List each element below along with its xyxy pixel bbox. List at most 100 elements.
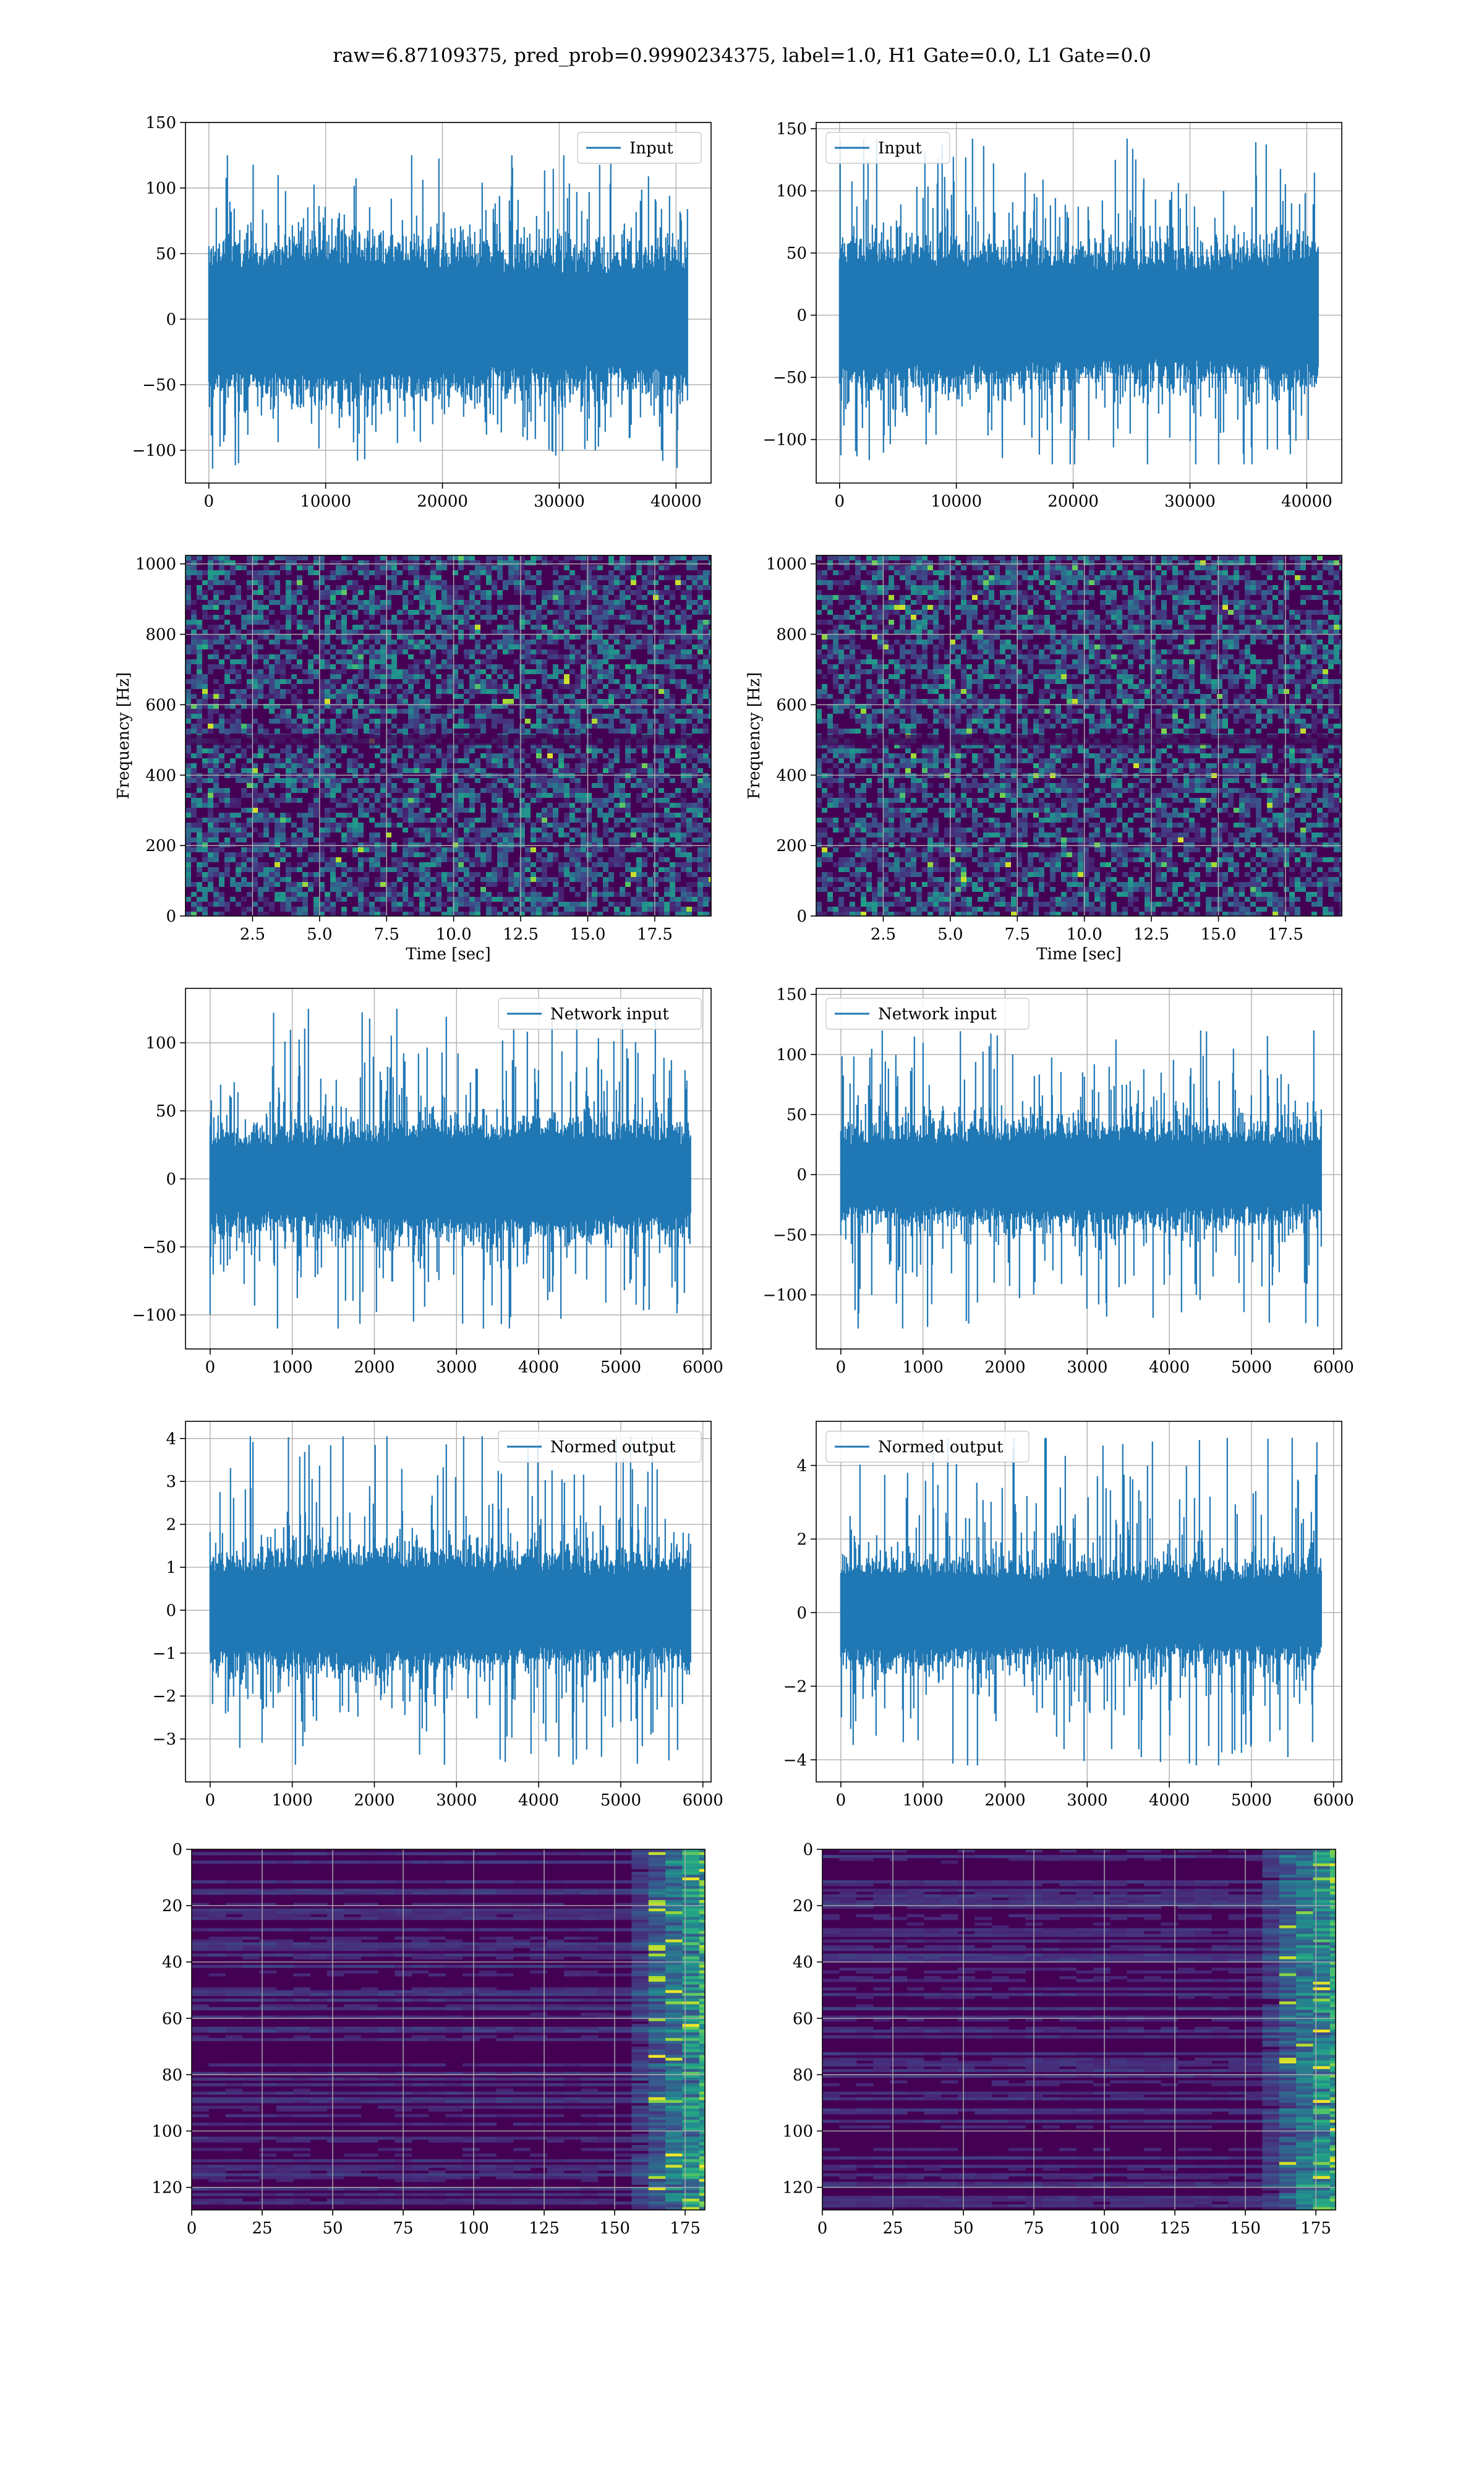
heatmap-cell: [519, 669, 525, 674]
heatmap-cell: [224, 729, 230, 734]
heatmap-cell: [1189, 590, 1195, 595]
heatmap-cell: [258, 892, 263, 897]
heatmap-cell: [447, 912, 453, 916]
heatmap-cell: [313, 620, 319, 625]
heatmap-cell: [625, 664, 631, 669]
heatmap-cell: [1033, 575, 1039, 580]
heatmap-cell: [553, 709, 558, 714]
heatmap-cell: [464, 912, 469, 916]
heatmap-cell: [330, 828, 336, 833]
heatmap-cell: [542, 808, 547, 813]
heatmap-cell: [614, 847, 620, 852]
heatmap-cell: [430, 897, 436, 902]
heatmap-cell: [291, 640, 297, 644]
heatmap-cell: [553, 907, 558, 912]
heatmap-cell: [291, 555, 297, 560]
heatmap-cell: [592, 580, 597, 585]
heatmap-cell: [575, 649, 581, 654]
heatmap-cell: [911, 565, 916, 570]
heatmap-cell: [614, 818, 620, 823]
heatmap-cell: [1011, 555, 1017, 560]
heatmap-cell: [219, 719, 224, 724]
heatmap-cell: [620, 783, 625, 788]
heatmap-cell: [308, 768, 313, 773]
heatmap-cell: [614, 709, 620, 714]
heatmap-cell: [475, 625, 480, 630]
heatmap-cell: [653, 620, 659, 625]
heatmap-cell: [441, 679, 447, 684]
heatmap-cell: [330, 615, 336, 620]
heatmap-cell: [186, 694, 191, 699]
heatmap-cell: [575, 778, 581, 783]
heatmap-cell: [827, 560, 833, 565]
heatmap-cell: [380, 605, 386, 610]
heatmap-cell: [497, 640, 503, 644]
heatmap-cell: [586, 595, 592, 600]
heatmap-cell: [692, 565, 697, 570]
heatmap-cell: [391, 615, 397, 620]
heatmap-cell: [236, 867, 241, 872]
heatmap-cell: [208, 640, 213, 644]
heatmap-cell: [1234, 580, 1239, 585]
heatmap-cell: [531, 689, 536, 694]
heatmap-cell: [364, 635, 369, 640]
heatmap-cell: [709, 798, 711, 803]
heatmap-cell: [319, 654, 325, 659]
heatmap-cell: [659, 595, 664, 600]
heatmap-cell: [492, 689, 497, 694]
heatmap-cell: [224, 872, 230, 877]
heatmap-cell: [1133, 590, 1139, 595]
heatmap-cell: [280, 719, 286, 724]
heatmap-cell: [978, 590, 983, 595]
heatmap-cell: [341, 654, 347, 659]
heatmap-cell: [436, 818, 441, 823]
heatmap-cell: [436, 640, 441, 644]
heatmap-cell: [519, 907, 525, 912]
heatmap-cell: [508, 630, 514, 635]
heatmap-cell: [280, 664, 286, 669]
heatmap-cell: [514, 560, 519, 565]
heatmap-cell: [659, 758, 664, 763]
heatmap-cell: [575, 753, 581, 758]
heatmap-cell: [313, 857, 319, 862]
heatmap-cell: [503, 748, 508, 753]
heatmap-cell: [670, 595, 675, 600]
heatmap-cell: [414, 719, 419, 724]
heatmap-cell: [391, 570, 397, 575]
heatmap-cell: [252, 580, 258, 585]
heatmap-cell: [547, 823, 553, 828]
heatmap-cell: [486, 595, 492, 600]
heatmap-cell: [922, 575, 927, 580]
heatmap-cell: [1128, 555, 1133, 560]
heatmap-cell: [1078, 575, 1083, 580]
heatmap-cell: [425, 842, 430, 847]
heatmap-cell: [441, 595, 447, 600]
heatmap-cell: [302, 778, 308, 783]
heatmap-cell: [659, 902, 664, 907]
heatmap-cell: [972, 565, 978, 570]
heatmap-cell: [1289, 555, 1295, 560]
heatmap-cell: [436, 625, 441, 630]
heatmap-cell: [347, 882, 352, 887]
heatmap-cell: [1005, 590, 1011, 595]
heatmap-cell: [542, 699, 547, 704]
heatmap-cell: [258, 813, 263, 818]
heatmap-cell: [375, 565, 380, 570]
heatmap-cell: [514, 783, 519, 788]
heatmap-cell: [664, 615, 670, 620]
heatmap-cell: [436, 610, 441, 615]
heatmap-cell: [436, 704, 441, 709]
heatmap-cell: [581, 882, 586, 887]
heatmap-cell: [375, 719, 380, 724]
heatmap-cell: [486, 872, 492, 877]
heatmap-cell: [597, 630, 603, 635]
heatmap-cell: [503, 808, 508, 813]
heatmap-cell: [620, 669, 625, 674]
heatmap-cell: [586, 600, 592, 605]
heatmap-cell: [219, 600, 224, 605]
heatmap-cell: [447, 768, 453, 773]
heatmap-cell: [1211, 590, 1217, 595]
heatmap-cell: [302, 669, 308, 674]
heatmap-cell: [1156, 575, 1161, 580]
heatmap-cell: [608, 837, 614, 842]
